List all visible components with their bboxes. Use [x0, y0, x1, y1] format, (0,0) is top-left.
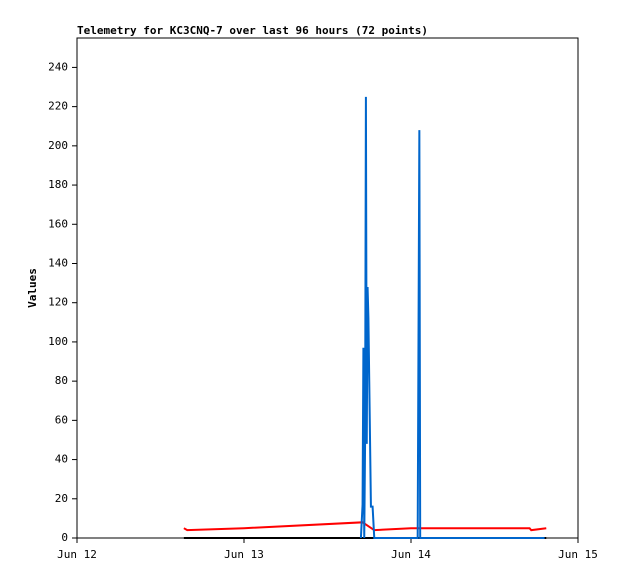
y-tick-label: 120	[48, 296, 68, 309]
series-line	[359, 96, 545, 539]
y-axis-label: Values	[26, 268, 39, 308]
y-tick-label: 40	[55, 453, 68, 466]
y-tick-label: 0	[61, 531, 68, 544]
y-tick-label: 100	[48, 335, 68, 348]
chart-title: Telemetry for KC3CNQ-7 over last 96 hour…	[77, 24, 428, 37]
y-tick-label: 60	[55, 413, 68, 426]
y-tick-label: 160	[48, 217, 68, 230]
y-tick-label: 80	[55, 374, 68, 387]
x-tick-label: Jun 15	[558, 548, 598, 561]
y-tick-label: 180	[48, 178, 68, 191]
x-tick-label: Jun 14	[391, 548, 431, 561]
x-tick-label: Jun 12	[57, 548, 97, 561]
y-tick-label: 220	[48, 100, 68, 113]
y-tick-label: 200	[48, 139, 68, 152]
y-tick-label: 140	[48, 256, 68, 269]
y-tick-label: 20	[55, 492, 68, 505]
y-tick-label: 240	[48, 60, 68, 73]
x-tick-label: Jun 13	[224, 548, 264, 561]
